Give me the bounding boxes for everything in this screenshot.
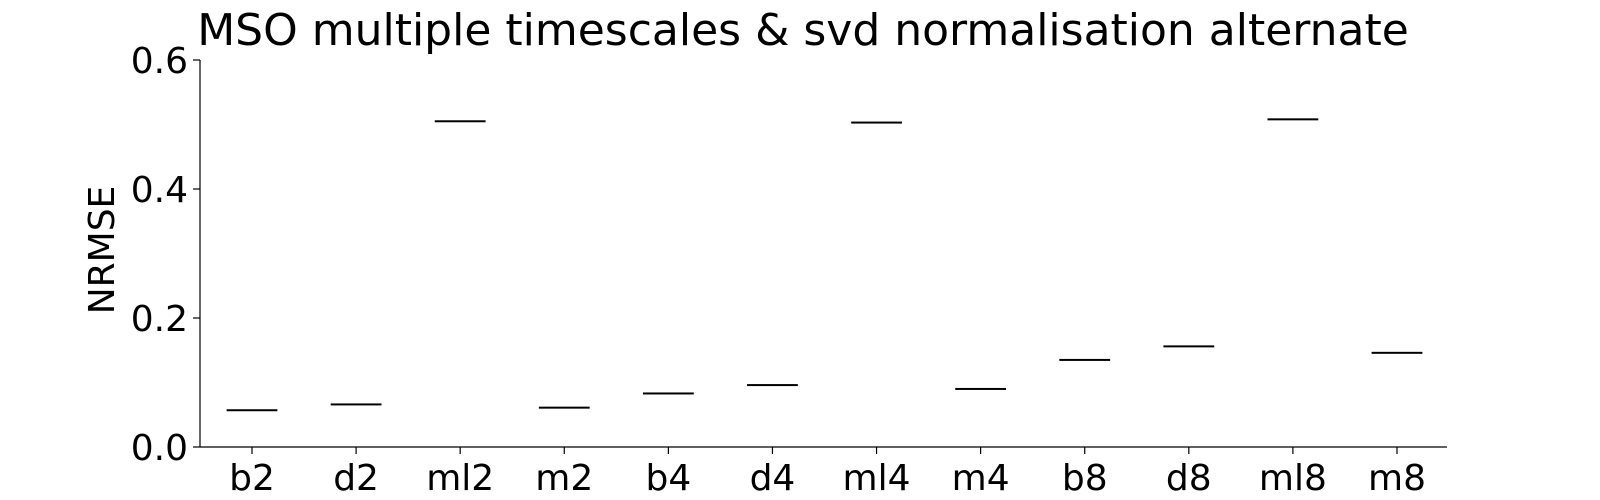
x-tick-label: ml8 xyxy=(1259,458,1327,499)
y-tick-label: 0.4 xyxy=(131,170,188,211)
chart-title: MSO multiple timescales & svd normalisat… xyxy=(197,5,1409,56)
x-tick-label: b8 xyxy=(1062,458,1108,499)
x-tick-label: b4 xyxy=(645,458,691,499)
x-tick-label: ml2 xyxy=(426,458,494,499)
y-axis-label: NRMSE xyxy=(82,186,123,315)
x-tick-label: d4 xyxy=(750,458,796,499)
x-tick-label: ml4 xyxy=(843,458,911,499)
y-tick-label: 0.0 xyxy=(131,428,188,469)
x-tick-label: m8 xyxy=(1368,458,1426,499)
y-ticks-group: 0.0 0.2 0.4 0.6 xyxy=(131,41,200,469)
x-tick-label: d8 xyxy=(1166,458,1212,499)
x-tick-label: m2 xyxy=(535,458,593,499)
y-tick-label: 0.6 xyxy=(131,41,188,82)
x-tick-label: d2 xyxy=(333,458,379,499)
x-tick-label: m4 xyxy=(952,458,1010,499)
x-tick-label: b2 xyxy=(229,458,275,499)
boxes-group xyxy=(226,118,1423,412)
y-tick-label: 0.2 xyxy=(131,299,188,340)
x-ticks-group: b2 d2 ml2 m2 b4 d4 ml4 m4 b8 d8 ml8 m8 xyxy=(229,447,1426,499)
